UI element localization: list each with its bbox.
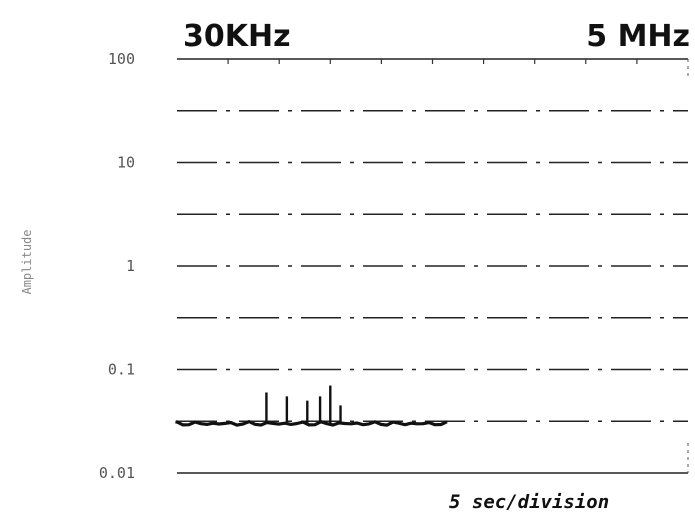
y-tick-label: 1 xyxy=(126,257,135,275)
y-tick-label: 0.1 xyxy=(108,361,135,379)
y-tick-label: 0.01 xyxy=(99,464,135,482)
y-tick-labels: 100 10 1 0.1 0.01 xyxy=(99,50,135,482)
y-tick-label: 10 xyxy=(117,154,135,172)
baseline-trace xyxy=(175,420,448,427)
y-tick-label: 100 xyxy=(108,50,135,68)
y-axis-label: Amplitude xyxy=(20,229,34,294)
trace xyxy=(175,385,448,427)
start-frequency-label: 30KHz xyxy=(183,19,291,54)
end-frequency-label: 5 MHz xyxy=(586,19,690,54)
grid xyxy=(177,58,689,474)
x-axis-label: 5 sec/division xyxy=(449,491,609,513)
